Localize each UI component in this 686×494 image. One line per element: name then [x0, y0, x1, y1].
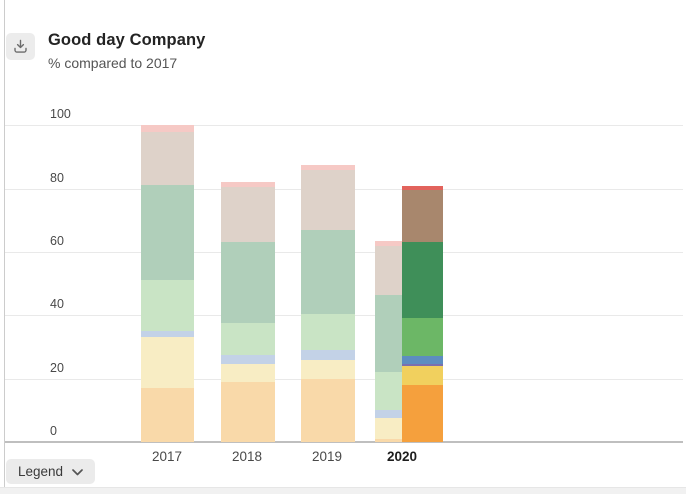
x-axis-label-2020: 2020: [386, 449, 418, 464]
bar-segment-2017-faded-brown[interactable]: [140, 131, 194, 186]
bar-segment-2020-solid-red[interactable]: [402, 186, 443, 191]
y-axis-label: 20: [50, 360, 64, 375]
bar-segment-2019-faded-red[interactable]: [301, 164, 355, 170]
bar-segment-2018-faded-orange[interactable]: [220, 381, 275, 442]
bar-segment-2020-solid-dark-green[interactable]: [402, 242, 443, 319]
download-button[interactable]: [6, 33, 35, 60]
bar-segment-2019-faded-brown[interactable]: [301, 169, 355, 230]
bar-segment-2019-faded-green[interactable]: [301, 313, 355, 351]
bar-segment-2018-faded-yellow[interactable]: [220, 364, 275, 382]
bar-segment-2018-faded-green[interactable]: [220, 323, 275, 355]
bar-segment-2020-solid-purple[interactable]: [402, 363, 443, 366]
bar-segment-2017-faded-green[interactable]: [140, 280, 194, 332]
bar-segment-2020-solid-orange[interactable]: [402, 384, 443, 442]
y-axis-label: 40: [50, 297, 64, 312]
legend-toggle-button[interactable]: Legend: [6, 459, 96, 484]
x-axis-label-2017: 2017: [151, 449, 183, 464]
bar-segment-2020-faded-blue[interactable]: [375, 410, 428, 419]
bar-segment-2020-solid-brown[interactable]: [402, 190, 443, 243]
bar-segment-2017-faded-dark-green[interactable]: [140, 185, 194, 281]
bar-segment-2018-faded-dark-green[interactable]: [220, 242, 275, 324]
x-axis-baseline: [5, 441, 683, 443]
bar-segment-2017-faded-red[interactable]: [140, 125, 194, 132]
bar-segment-2017-faded-yellow[interactable]: [140, 337, 194, 389]
bar-segment-2019-faded-orange[interactable]: [301, 378, 355, 442]
y-axis-label: 100: [50, 107, 71, 122]
legend-button-label: Legend: [18, 464, 64, 479]
gridline: [5, 125, 683, 127]
bar-segment-2020-solid-yellow[interactable]: [402, 365, 443, 385]
x-axis-label-2018: 2018: [231, 449, 263, 464]
y-axis-label: 60: [50, 233, 64, 248]
bar-segment-2019-faded-yellow[interactable]: [301, 359, 355, 379]
chevron-down-icon: [72, 464, 83, 479]
y-axis-label: 0: [50, 424, 57, 438]
bar-segment-2020-solid-green[interactable]: [402, 318, 443, 357]
download-icon: [13, 39, 28, 54]
bar-segment-2019-faded-blue[interactable]: [301, 350, 355, 360]
chart-title: Good day Company: [48, 31, 206, 49]
y-axis-label: 80: [50, 170, 64, 185]
bar-segment-2018-faded-brown[interactable]: [220, 187, 275, 243]
bar-segment-2018-faded-blue[interactable]: [220, 354, 275, 365]
bar-segment-2018-faded-red[interactable]: [220, 182, 275, 188]
footer-strip: [0, 487, 686, 494]
bar-segment-2020-faded-red[interactable]: [375, 240, 428, 246]
bar-segment-2017-faded-blue[interactable]: [140, 331, 194, 338]
chart-subtitle: % compared to 2017: [48, 55, 178, 71]
x-axis-label-2019: 2019: [311, 449, 343, 464]
bar-segment-2020-solid-blue[interactable]: [402, 356, 443, 364]
bar-segment-2017-faded-orange[interactable]: [140, 388, 194, 442]
panel-left-border: [4, 0, 5, 487]
bar-segment-2019-faded-dark-green[interactable]: [301, 229, 355, 314]
bar-segment-2020-faded-orange[interactable]: [375, 438, 428, 442]
